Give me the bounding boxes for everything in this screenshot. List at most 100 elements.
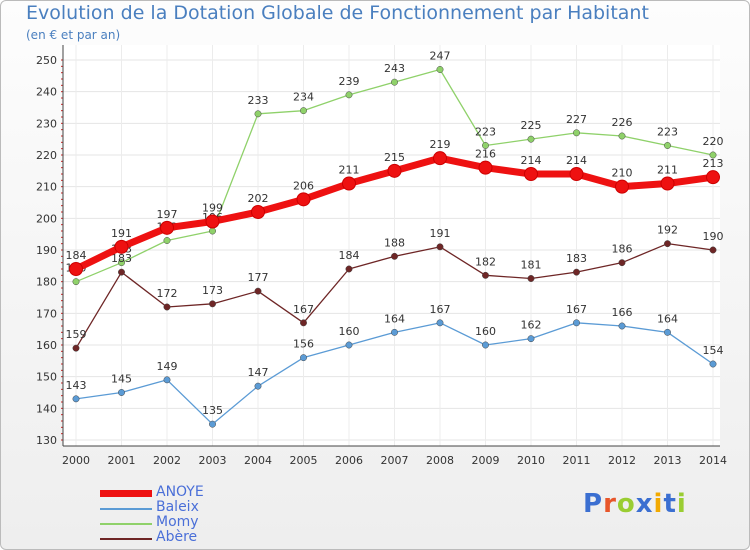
data-label-anoye: 214 — [566, 154, 587, 167]
data-label-baleix: 167 — [566, 303, 587, 316]
data-point-abère — [664, 240, 671, 248]
y-tick-label: 140 — [36, 402, 57, 415]
data-label-momy: 223 — [475, 126, 496, 139]
data-label-anoye: 199 — [202, 202, 223, 215]
data-point-momy — [345, 91, 353, 99]
y-tick-label: 150 — [36, 371, 57, 384]
logo-letter: r — [603, 489, 617, 519]
data-point-abère — [118, 268, 125, 276]
data-point-baleix — [436, 319, 444, 327]
data-point-abère — [254, 287, 262, 295]
data-point-baleix — [300, 354, 307, 362]
data-label-anoye: 206 — [293, 179, 314, 192]
data-point-momy — [254, 110, 262, 118]
legend-label-baleix: Baleix — [156, 499, 199, 515]
data-point-anoye — [205, 214, 220, 229]
y-tick-label: 160 — [36, 339, 57, 352]
data-label-baleix: 166 — [612, 306, 633, 319]
data-point-momy — [709, 151, 717, 159]
data-label-momy: 226 — [612, 116, 633, 129]
data-label-baleix: 167 — [430, 303, 451, 316]
data-point-abère — [345, 265, 353, 273]
data-label-anoye: 216 — [475, 148, 496, 161]
y-tick-label: 230 — [36, 117, 57, 130]
data-point-baleix — [163, 376, 171, 384]
data-point-anoye — [114, 239, 129, 254]
data-point-anoye — [524, 167, 538, 181]
data-label-baleix: 154 — [703, 344, 724, 357]
data-point-abère — [527, 275, 535, 282]
x-tick-label: 2013 — [654, 454, 682, 467]
data-label-baleix: 135 — [202, 404, 223, 417]
data-point-abère — [209, 300, 216, 308]
data-label-momy: 233 — [248, 94, 269, 107]
data-label-momy: 247 — [430, 50, 451, 63]
y-tick-label: 210 — [36, 181, 57, 194]
data-label-anoye: 202 — [248, 192, 269, 205]
legend-swatch-baleix — [100, 508, 152, 510]
y-tick-label: 250 — [36, 54, 57, 67]
chart-title: Evolution de la Dotation Globale de Fonc… — [26, 2, 649, 24]
chart-subtitle: (en € et par an) — [26, 28, 121, 42]
data-label-momy: 220 — [703, 135, 724, 148]
data-point-baleix — [72, 395, 80, 403]
data-point-abère — [709, 246, 717, 254]
data-label-momy: 243 — [384, 62, 405, 75]
x-tick-label: 2003 — [199, 454, 227, 467]
data-label-abère: 184 — [339, 249, 360, 262]
data-label-abère: 191 — [430, 227, 451, 240]
data-label-abère: 159 — [66, 328, 87, 341]
data-point-abère — [72, 344, 80, 352]
data-point-anoye — [478, 160, 493, 175]
data-label-abère: 167 — [293, 303, 314, 316]
y-tick-label: 240 — [36, 86, 57, 99]
data-point-momy — [618, 132, 626, 140]
x-tick-label: 2005 — [290, 454, 318, 467]
data-label-baleix: 164 — [384, 312, 405, 325]
data-point-abère — [618, 259, 626, 267]
data-point-momy — [300, 107, 307, 115]
x-tick-label: 2006 — [335, 454, 363, 467]
x-tick-label: 2011 — [563, 454, 591, 467]
data-point-momy — [391, 78, 398, 86]
data-label-anoye: 197 — [157, 208, 178, 221]
x-tick-label: 2012 — [608, 454, 636, 467]
data-point-anoye — [387, 163, 402, 178]
data-point-momy — [482, 142, 489, 149]
logo-letter: i — [653, 489, 664, 519]
data-label-baleix: 162 — [521, 319, 542, 332]
proxiti-logo: Proxiti — [583, 489, 687, 519]
x-tick-label: 2001 — [108, 454, 136, 467]
data-label-abère: 177 — [248, 271, 269, 284]
data-point-abère — [573, 268, 580, 276]
data-label-baleix: 145 — [111, 373, 132, 386]
y-tick-label: 200 — [36, 212, 57, 225]
data-label-abère: 183 — [111, 252, 132, 265]
y-tick-label: 220 — [36, 149, 57, 162]
data-point-abère — [436, 243, 444, 251]
data-point-baleix — [709, 360, 717, 368]
data-point-baleix — [118, 389, 125, 396]
data-label-anoye: 191 — [111, 227, 132, 240]
data-label-momy: 223 — [657, 126, 678, 139]
legend-swatch-anoye — [100, 490, 152, 497]
data-label-anoye: 210 — [612, 167, 633, 180]
data-point-abère — [391, 252, 398, 260]
data-point-baleix — [482, 341, 489, 349]
data-point-momy — [72, 278, 80, 286]
line-chart: 130 140 150 160 170 180 190 200 210 220 230 240 250 2… — [36, 45, 727, 467]
data-label-anoye: 219 — [430, 138, 451, 151]
data-label-abère: 186 — [612, 243, 633, 256]
legend-label-anoye: ANOYE — [156, 484, 204, 500]
data-label-baleix: 160 — [475, 325, 496, 338]
legend-label-abere: Abère — [156, 529, 198, 545]
legend-swatch-momy — [100, 523, 152, 525]
data-point-momy — [664, 142, 671, 149]
data-label-baleix: 156 — [293, 338, 314, 351]
data-label-abère: 183 — [566, 252, 587, 265]
data-point-anoye — [433, 151, 447, 166]
data-point-baleix — [527, 335, 535, 343]
data-label-momy: 239 — [339, 75, 360, 88]
data-label-anoye: 215 — [384, 151, 405, 164]
x-tick-label: 2007 — [381, 454, 409, 467]
